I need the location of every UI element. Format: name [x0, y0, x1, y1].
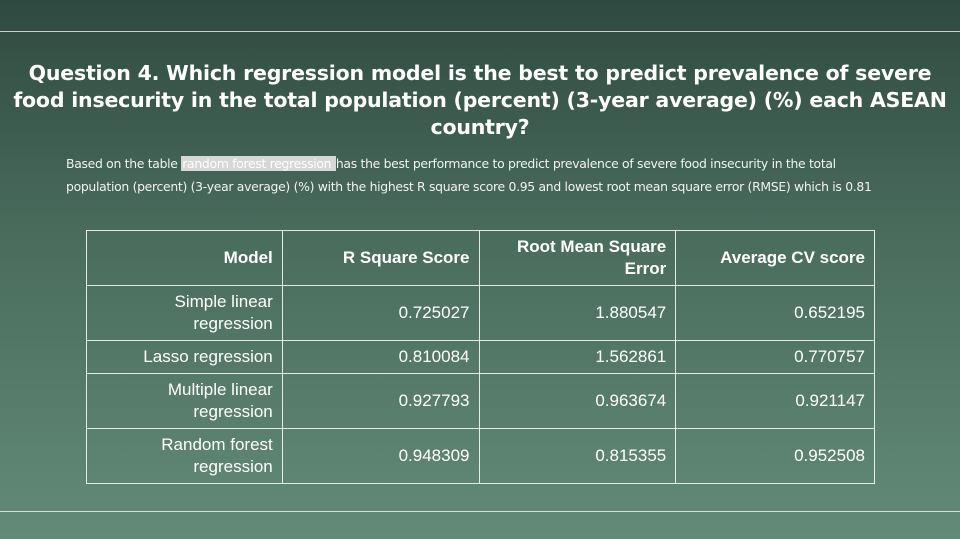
model-name: Lasso regression	[86, 340, 283, 374]
rmse-value: 0.815355	[478, 428, 677, 484]
table-header-row: Model R Square Score Root Mean Square Er…	[86, 230, 875, 286]
table-row: Multiple linear regression 0.927793 0.96…	[86, 373, 875, 429]
model-comparison-table: Model R Square Score Root Mean Square Er…	[86, 230, 875, 484]
model-name: Simple linear regression	[86, 285, 283, 341]
r-square-value: 0.725027	[281, 285, 480, 341]
r-square-value: 0.927793	[281, 373, 480, 429]
description-after: has the best performance to predict prev…	[66, 156, 872, 194]
bottom-divider	[0, 511, 960, 512]
rmse-value: 1.562861	[478, 340, 677, 374]
r-square-value: 0.948309	[281, 428, 480, 484]
rmse-value: 0.963674	[478, 373, 677, 429]
r-square-value: 0.810084	[281, 340, 480, 374]
table-row: Random forest regression 0.948309 0.8153…	[86, 428, 875, 484]
header-r-square: R Square Score	[281, 230, 480, 286]
cv-score-value: 0.652195	[675, 285, 875, 341]
description-text: Based on the table random forest regress…	[66, 152, 896, 198]
table-row: Lasso regression 0.810084 1.562861 0.770…	[86, 340, 875, 374]
model-name: Multiple linear regression	[86, 373, 283, 429]
table-row: Simple linear regression 0.725027 1.8805…	[86, 285, 875, 341]
rmse-value: 1.880547	[478, 285, 677, 341]
header-rmse: Root Mean Square Error	[478, 230, 677, 286]
cv-score-value: 0.770757	[675, 340, 875, 374]
cv-score-value: 0.952508	[675, 428, 875, 484]
top-divider	[0, 31, 960, 32]
header-cv-score: Average CV score	[675, 230, 875, 286]
slide-title: Question 4. Which regression model is th…	[13, 61, 947, 139]
cv-score-value: 0.921147	[675, 373, 875, 429]
model-name: Random forest regression	[86, 428, 283, 484]
highlighted-model-name: random forest regression	[181, 156, 336, 171]
description-before: Based on the table	[66, 156, 182, 171]
header-model: Model	[86, 230, 283, 286]
